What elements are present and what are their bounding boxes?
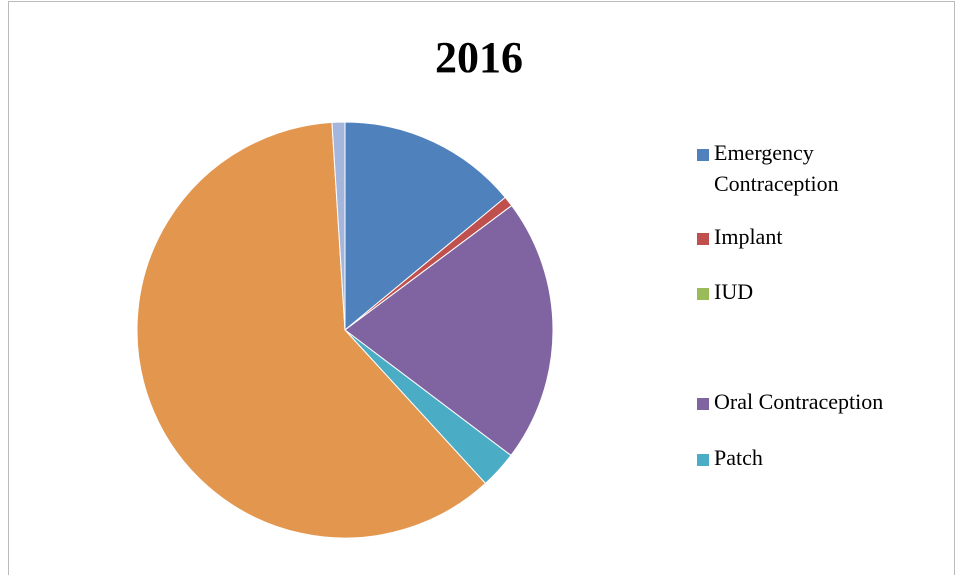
legend-label: Implant — [714, 224, 782, 249]
legend-swatch — [697, 454, 709, 466]
legend-label: Emergency Contraception — [714, 140, 839, 196]
legend-label: Patch — [714, 445, 763, 470]
legend-line: Emergency — [714, 140, 814, 165]
legend-label: Oral Contraception — [714, 389, 883, 414]
pie-slice — [136, 121, 487, 539]
legend-swatch — [697, 233, 709, 245]
legend-swatch — [697, 398, 709, 410]
pie-slice — [344, 204, 554, 457]
chart-title: 2016 — [435, 33, 523, 82]
legend-label: IUD — [714, 279, 753, 304]
pie-slice — [331, 121, 346, 331]
legend-swatch — [697, 288, 709, 300]
legend-line: Contraception — [714, 171, 839, 196]
chart-border — [8, 1, 955, 575]
pie-slice — [344, 121, 506, 332]
legend-swatch — [697, 149, 709, 161]
